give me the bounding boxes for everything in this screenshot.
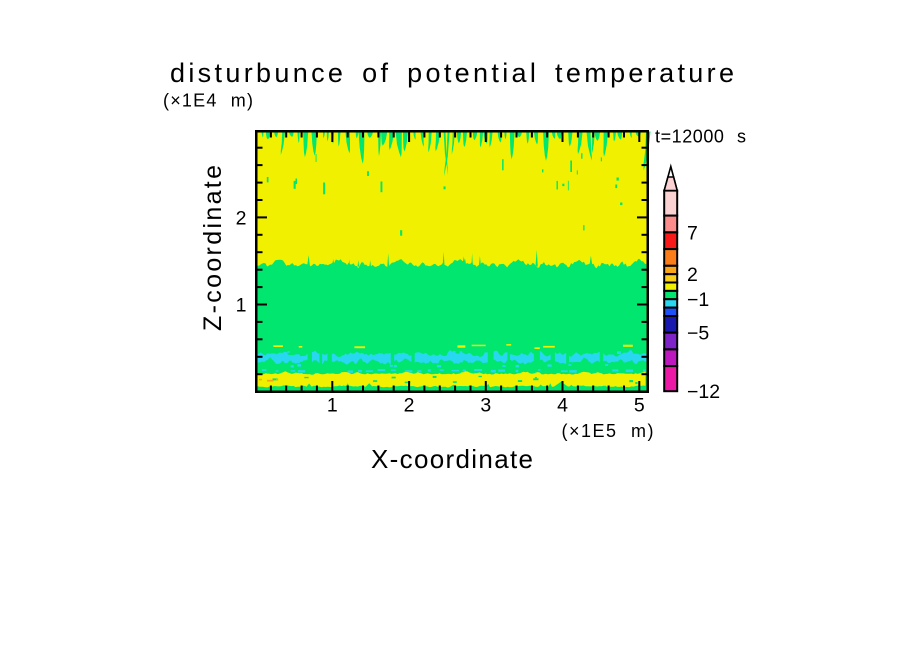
svg-text:2: 2 bbox=[404, 395, 415, 417]
svg-text:t=12000 s: t=12000 s bbox=[655, 127, 746, 147]
svg-text:7: 7 bbox=[687, 222, 698, 244]
svg-text:−12: −12 bbox=[687, 381, 720, 403]
svg-text:Z-coordinate: Z-coordinate bbox=[199, 165, 227, 331]
svg-text:1: 1 bbox=[327, 395, 338, 417]
svg-text:disturbunce of potential tempe: disturbunce of potential temperature bbox=[170, 58, 734, 88]
svg-text:2: 2 bbox=[236, 208, 247, 230]
svg-text:X-coordinate: X-coordinate bbox=[371, 444, 533, 474]
svg-text:−5: −5 bbox=[687, 323, 709, 345]
svg-text:4: 4 bbox=[557, 395, 568, 417]
svg-text:5: 5 bbox=[634, 395, 645, 417]
svg-text:1: 1 bbox=[236, 295, 247, 317]
svg-text:2: 2 bbox=[687, 264, 698, 286]
svg-text:(×1E5 m): (×1E5 m) bbox=[562, 421, 654, 441]
svg-text:(×1E4 m): (×1E4 m) bbox=[163, 91, 253, 111]
svg-text:3: 3 bbox=[480, 395, 491, 417]
svg-text:−1: −1 bbox=[687, 289, 709, 311]
